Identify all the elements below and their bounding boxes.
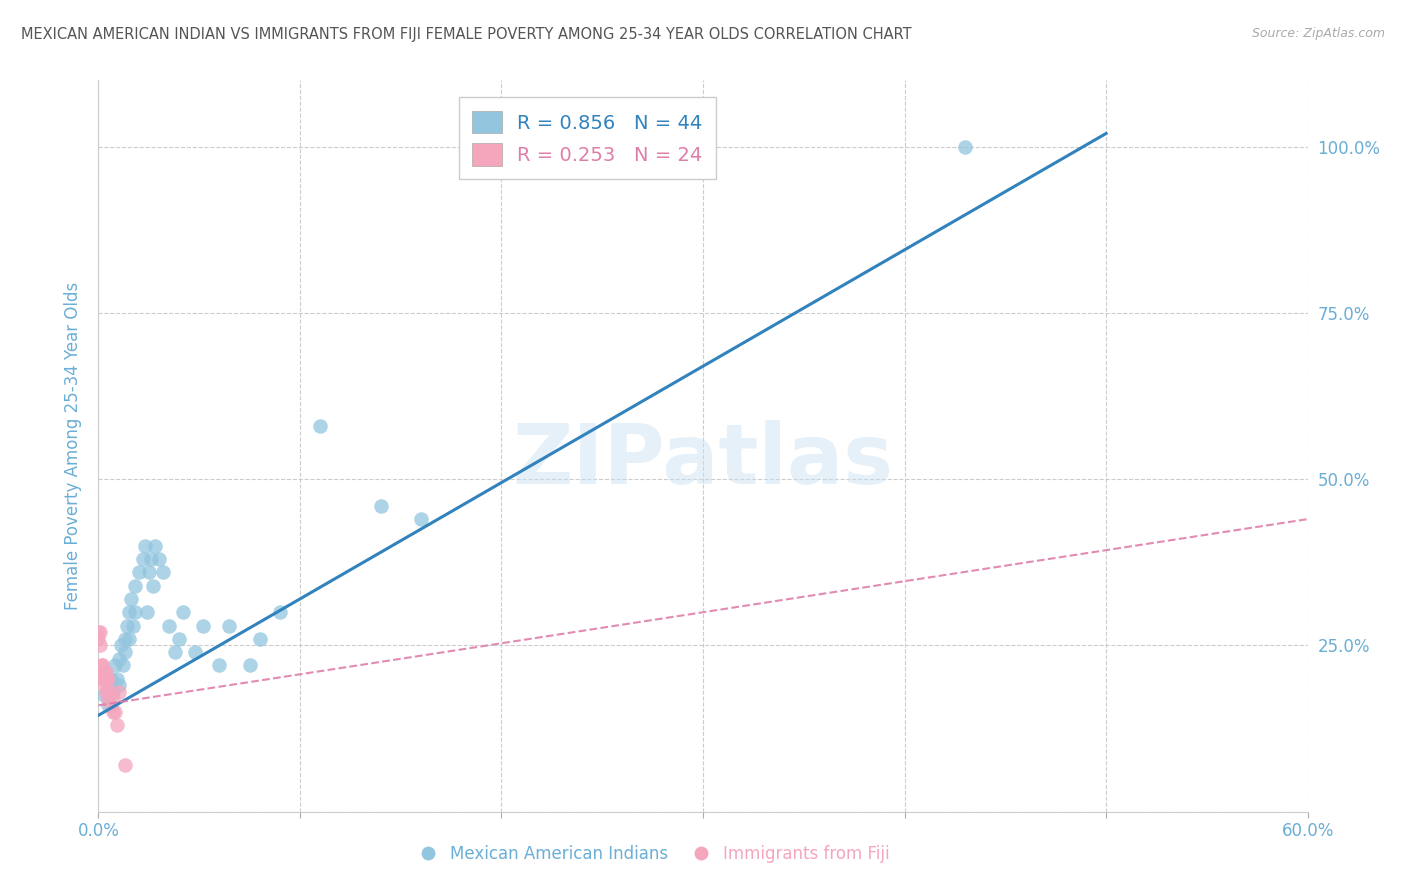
Point (249, 632, 271, 646)
Point (124, 579, 146, 593)
Point (142, 579, 165, 593)
Point (97, 685, 120, 699)
Point (172, 605, 194, 619)
Y-axis label: Female Poverty Among 25-34 Year Olds: Female Poverty Among 25-34 Year Olds (65, 282, 83, 610)
Point (118, 605, 141, 619)
Point (309, 419, 332, 434)
Point (93, 678, 115, 692)
Point (93, 689, 115, 703)
Point (152, 566, 174, 580)
Point (93, 672, 115, 686)
Point (97, 698, 120, 713)
Point (193, 618, 215, 632)
Point (105, 672, 128, 686)
Point (135, 605, 157, 619)
Point (409, 512, 432, 526)
Point (103, 658, 125, 673)
Point (89, 639, 111, 653)
Point (96, 665, 118, 679)
Point (107, 652, 129, 666)
Point (111, 658, 134, 673)
Point (121, 618, 143, 632)
Point (110, 639, 132, 653)
Point (91, 658, 114, 673)
Text: MEXICAN AMERICAN INDIAN VS IMMIGRANTS FROM FIJI FEMALE POVERTY AMONG 25-34 YEAR : MEXICAN AMERICAN INDIAN VS IMMIGRANTS FR… (21, 27, 911, 42)
Point (97, 691, 120, 706)
Point (87, 632, 110, 646)
Point (143, 539, 166, 553)
Point (218, 618, 240, 632)
Point (103, 705, 125, 719)
Point (101, 691, 124, 706)
Point (87, 625, 110, 640)
Point (167, 632, 190, 646)
Point (132, 552, 155, 566)
Text: ZIPatlas: ZIPatlas (513, 420, 893, 501)
Point (101, 685, 124, 699)
Point (93, 665, 115, 679)
Point (120, 591, 142, 606)
Point (91, 658, 114, 673)
Text: Source: ZipAtlas.com: Source: ZipAtlas.com (1251, 27, 1385, 40)
Point (208, 658, 231, 673)
Point (107, 678, 129, 692)
Point (370, 499, 392, 513)
Point (100, 685, 122, 699)
Point (100, 698, 122, 713)
Point (239, 658, 262, 673)
Point (163, 645, 186, 659)
Point (184, 645, 207, 659)
Legend: Mexican American Indians, Immigrants from Fiji: Mexican American Indians, Immigrants fro… (413, 838, 896, 869)
Point (89, 625, 111, 640)
Point (953, 140, 976, 154)
Point (96, 685, 118, 699)
Point (134, 539, 156, 553)
Point (138, 566, 160, 580)
Point (105, 718, 128, 732)
Point (128, 566, 150, 580)
Point (139, 552, 162, 566)
Point (114, 645, 136, 659)
Point (100, 672, 122, 686)
Point (114, 758, 136, 772)
Point (114, 632, 136, 646)
Point (101, 705, 124, 719)
Point (115, 618, 138, 632)
Point (118, 632, 141, 646)
Point (107, 685, 129, 699)
Point (97, 672, 120, 686)
Point (157, 618, 180, 632)
Point (148, 552, 170, 566)
Point (91, 672, 114, 686)
Point (96, 672, 118, 686)
Point (124, 605, 146, 619)
Point (269, 605, 291, 619)
